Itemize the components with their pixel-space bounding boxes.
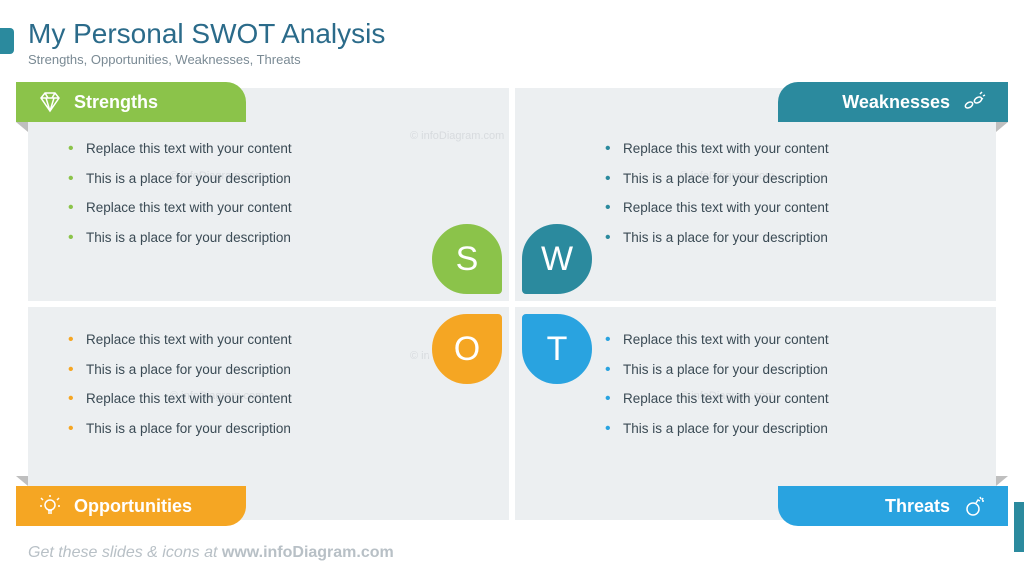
tab-label: Opportunities [74, 496, 192, 517]
footer-prefix: Get these slides & icons at [28, 544, 222, 561]
list-item: Replace this text with your content [68, 325, 419, 355]
accent-left [0, 28, 14, 54]
lightbulb-icon [38, 494, 62, 518]
list-item: Replace this text with your content [68, 134, 419, 164]
bullets-strengths: Replace this text with your contentThis … [68, 134, 419, 252]
page-title: My Personal SWOT Analysis [28, 18, 996, 50]
petal-w: W [518, 220, 596, 298]
list-item: This is a place for your description [605, 164, 956, 194]
list-item: This is a place for your description [605, 355, 956, 385]
tab-strengths: Strengths [16, 82, 246, 122]
list-item: Replace this text with your content [68, 384, 419, 414]
list-item: This is a place for your description [68, 414, 419, 444]
list-item: Replace this text with your content [605, 325, 956, 355]
tab-label: Threats [885, 496, 950, 517]
bullets-threats: Replace this text with your contentThis … [605, 325, 956, 443]
tab-label: Strengths [74, 92, 158, 113]
page-subtitle: Strengths, Opportunities, Weaknesses, Th… [28, 52, 996, 67]
chain-break-icon [962, 90, 986, 114]
bomb-icon [962, 494, 986, 518]
list-item: This is a place for your description [68, 355, 419, 385]
fold-decor [16, 122, 28, 132]
list-item: This is a place for your description [68, 164, 419, 194]
accent-right [1014, 502, 1024, 552]
footer-brand: www.infoDiagram.com [222, 544, 394, 561]
fold-decor [16, 476, 28, 486]
list-item: Replace this text with your content [68, 193, 419, 223]
swot-center: S W O T [422, 214, 602, 394]
petal-t: T [518, 310, 596, 388]
bullets-weaknesses: Replace this text with your contentThis … [605, 134, 956, 252]
header: My Personal SWOT Analysis Strengths, Opp… [0, 0, 1024, 73]
tab-label: Weaknesses [842, 92, 950, 113]
list-item: Replace this text with your content [605, 134, 956, 164]
footer-credit: Get these slides & icons at www.infoDiag… [28, 544, 394, 562]
petal-s: S [428, 220, 506, 298]
fold-decor [996, 122, 1008, 132]
list-item: This is a place for your description [605, 223, 956, 253]
petal-o: O [428, 310, 506, 388]
tab-threats: Threats [778, 486, 1008, 526]
bullets-opportunities: Replace this text with your contentThis … [68, 325, 419, 443]
list-item: This is a place for your description [605, 414, 956, 444]
fold-decor [996, 476, 1008, 486]
diamond-icon [38, 90, 62, 114]
list-item: Replace this text with your content [605, 384, 956, 414]
tab-opportunities: Opportunities [16, 486, 246, 526]
swot-grid: Strengths Replace this text with your co… [28, 88, 996, 520]
tab-weaknesses: Weaknesses [778, 82, 1008, 122]
list-item: Replace this text with your content [605, 193, 956, 223]
list-item: This is a place for your description [68, 223, 419, 253]
